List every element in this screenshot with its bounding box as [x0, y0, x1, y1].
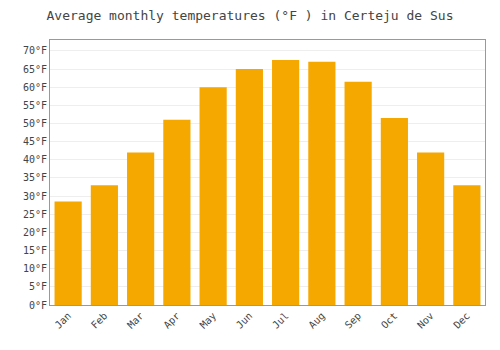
svg-text:20°F: 20°F [23, 227, 47, 238]
svg-text:50°F: 50°F [23, 118, 47, 129]
svg-text:10°F: 10°F [23, 263, 47, 274]
svg-text:Jun: Jun [234, 310, 255, 331]
svg-text:Jul: Jul [270, 310, 291, 331]
svg-text:40°F: 40°F [23, 154, 47, 165]
svg-text:35°F: 35°F [23, 172, 47, 183]
svg-text:Apr: Apr [161, 310, 182, 331]
svg-text:60°F: 60°F [23, 82, 47, 93]
svg-text:65°F: 65°F [23, 64, 47, 75]
svg-text:70°F: 70°F [23, 45, 47, 56]
svg-text:May: May [198, 310, 219, 331]
svg-text:5°F: 5°F [29, 281, 47, 292]
svg-text:0°F: 0°F [29, 300, 47, 311]
svg-text:45°F: 45°F [23, 136, 47, 147]
svg-text:Jan: Jan [53, 310, 74, 331]
svg-text:Mar: Mar [125, 310, 146, 331]
svg-text:15°F: 15°F [23, 245, 47, 256]
svg-text:Average monthly temperatures (: Average monthly temperatures (°F ) in Ce… [47, 8, 454, 23]
svg-text:Feb: Feb [89, 310, 110, 331]
svg-text:Aug: Aug [306, 310, 327, 331]
svg-text:Nov: Nov [415, 310, 436, 331]
svg-text:Oct: Oct [379, 310, 400, 331]
svg-text:Sep: Sep [343, 310, 364, 331]
svg-text:25°F: 25°F [23, 209, 47, 220]
svg-text:55°F: 55°F [23, 100, 47, 111]
svg-text:Dec: Dec [451, 310, 472, 331]
svg-text:30°F: 30°F [23, 191, 47, 202]
